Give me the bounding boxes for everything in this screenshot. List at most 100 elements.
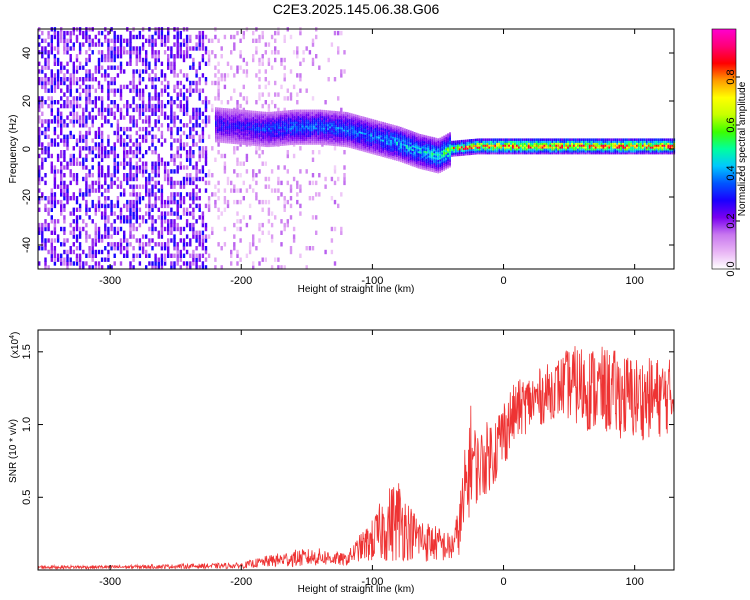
heatmap-cell	[126, 126, 129, 132]
heatmap-cell	[447, 152, 449, 156]
heatmap-cell	[104, 199, 107, 205]
heatmap-cell	[346, 125, 349, 129]
heatmap-cell	[335, 112, 337, 116]
heatmap-cell	[250, 123, 253, 127]
heatmap-cell	[44, 57, 47, 63]
heatmap-cell	[192, 138, 195, 143]
heatmap-cell	[256, 120, 259, 124]
heatmap-cell	[63, 249, 66, 255]
heatmap-cell	[129, 215, 132, 220]
heatmap-cell	[75, 96, 79, 101]
heatmap-cell	[281, 114, 284, 118]
heatmap-cell	[63, 203, 66, 209]
heatmap-cell	[116, 242, 120, 247]
heatmap-cell	[343, 173, 346, 178]
heatmap-cell	[470, 152, 473, 155]
heatmap-cell	[66, 257, 69, 262]
heatmap-cell	[38, 69, 41, 74]
heatmap-cell	[563, 148, 565, 151]
heatmap-cell	[219, 136, 221, 139]
heatmap-cell	[170, 261, 173, 266]
heatmap-cell	[234, 111, 237, 114]
heatmap-cell	[244, 119, 247, 122]
heatmap-cell	[160, 34, 164, 40]
heatmap-cell	[100, 150, 104, 155]
heatmap-cell	[113, 261, 116, 266]
heatmap-cell	[360, 144, 363, 148]
heatmap-cell	[561, 146, 563, 149]
heatmap-cell	[185, 222, 189, 228]
heatmap-cell	[167, 84, 170, 90]
heatmap-cell	[425, 166, 428, 169]
heatmap-cell	[236, 173, 239, 178]
heatmap-cell	[219, 126, 221, 130]
heatmap-cell	[327, 142, 329, 146]
heatmap-cell	[185, 73, 189, 78]
heatmap-cell	[63, 134, 66, 139]
heatmap-cell	[276, 117, 278, 120]
heatmap-cell	[327, 129, 329, 132]
heatmap-cell	[148, 199, 151, 205]
heatmap-cell	[113, 150, 116, 155]
heatmap-cell	[549, 144, 552, 147]
heatmap-cell	[250, 127, 253, 131]
heatmap-cell	[100, 103, 104, 109]
heatmap-cell	[417, 162, 420, 165]
heatmap-cell	[185, 211, 189, 216]
heatmap-cell	[287, 131, 290, 134]
heatmap-cell	[518, 151, 520, 155]
heatmap-cell	[119, 107, 123, 113]
heatmap-cell	[380, 154, 383, 157]
heatmap-cell	[394, 136, 396, 140]
heatmap-cell	[368, 127, 371, 131]
heatmap-cell	[256, 128, 259, 131]
heatmap-cell	[260, 128, 263, 132]
heatmap-cell	[315, 132, 318, 136]
heatmap-cell	[443, 149, 445, 152]
heatmap-cell	[44, 173, 47, 178]
heatmap-cell	[138, 196, 142, 201]
heatmap-cell	[460, 143, 463, 147]
heatmap-cell	[311, 61, 315, 66]
heatmap-cell	[317, 111, 320, 115]
heatmap-cell	[69, 80, 72, 86]
heatmap-cell	[405, 152, 408, 155]
heatmap-cell	[401, 139, 404, 142]
heatmap-cell	[431, 154, 434, 157]
heatmap-cell	[135, 215, 138, 220]
heatmap-cell	[537, 148, 540, 151]
heatmap-cell	[270, 113, 272, 117]
heatmap-cell	[405, 157, 408, 161]
heatmap-cell	[384, 151, 386, 154]
heatmap-cell	[220, 77, 223, 82]
heatmap-cell	[352, 142, 355, 146]
heatmap-cell	[319, 128, 322, 132]
heatmap-cell	[472, 150, 475, 153]
heatmap-cell	[318, 150, 321, 155]
heatmap-cell	[116, 226, 120, 232]
heatmap-cell	[274, 30, 277, 36]
heatmap-cell	[425, 150, 428, 154]
heatmap-cell	[285, 139, 288, 142]
heatmap-cell	[466, 145, 469, 148]
heatmap-cell	[557, 144, 560, 147]
heatmap-cell	[141, 196, 145, 201]
heatmap-cell	[419, 135, 422, 139]
heatmap-cell	[276, 140, 278, 143]
heatmap-cell	[214, 203, 217, 209]
heatmap-cell	[141, 57, 145, 63]
heatmap-cell	[60, 130, 63, 136]
heatmap-cell	[384, 126, 386, 129]
heatmap-cell	[262, 111, 264, 115]
heatmap-cell	[236, 139, 239, 143]
heatmap-cell	[362, 145, 365, 148]
heatmap-cell	[255, 38, 258, 43]
heatmap-cell	[110, 246, 113, 251]
heatmap-cell	[116, 34, 120, 40]
heatmap-cell	[319, 132, 322, 136]
heatmap-cell	[325, 123, 327, 127]
heatmap-cell	[232, 135, 235, 139]
heatmap-cell	[132, 153, 135, 159]
heatmap-cell	[262, 142, 264, 145]
heatmap-cell	[478, 151, 481, 155]
